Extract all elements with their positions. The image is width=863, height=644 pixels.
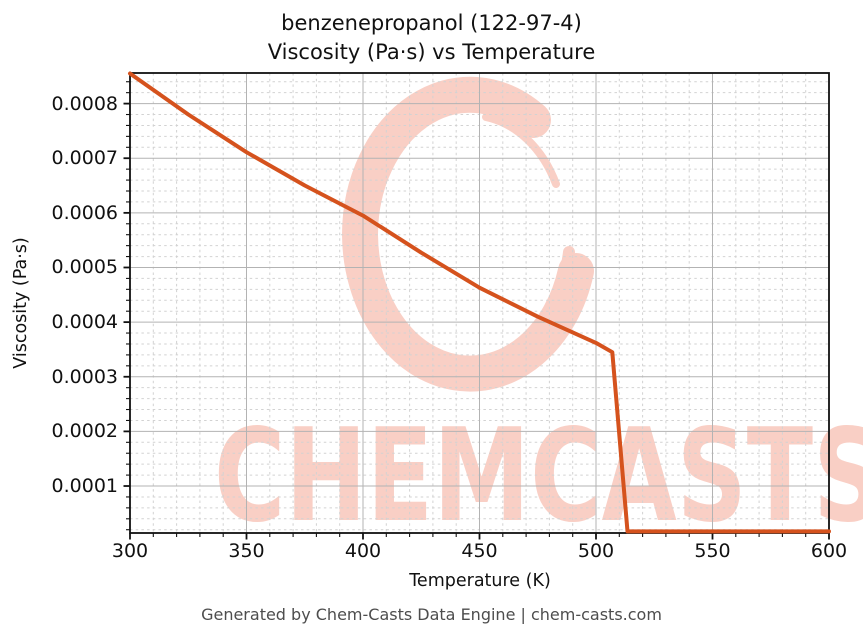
logo-main-arc [341,76,594,392]
watermark-text: CHEMCASTS [214,402,863,551]
